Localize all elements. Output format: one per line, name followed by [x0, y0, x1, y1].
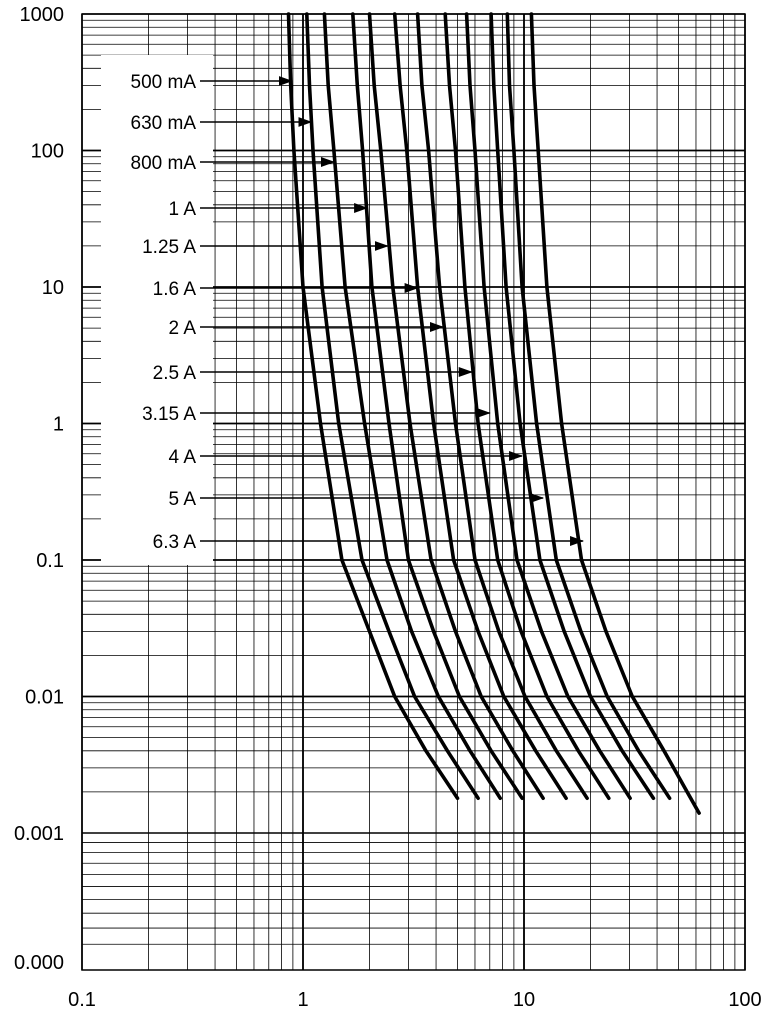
- fuse-curve-800mA: [322, 12, 503, 801]
- rating-label-box: [101, 55, 213, 565]
- fuse-curve-1A: [350, 12, 524, 801]
- x-tick-labels: 0.1 1 10 100: [68, 989, 762, 1011]
- y-tick-label: 100: [31, 141, 64, 163]
- x-tick-label: 1: [297, 989, 308, 1011]
- y-tick-label: 0.01: [25, 687, 64, 709]
- annotation-1_25A: 1.25 A: [142, 237, 389, 258]
- y-tick-label: 0.000: [14, 952, 64, 974]
- annotation-4A: 4 A: [169, 447, 524, 468]
- annotation-label: 4 A: [169, 447, 197, 468]
- annotation-label: 2.5 A: [153, 363, 197, 384]
- fuse-curve-1_6A: [392, 12, 568, 801]
- fuse-curve-500mA: [286, 12, 460, 801]
- annotation-label: 500 mA: [131, 72, 197, 93]
- annotation-label: 1.6 A: [153, 279, 197, 300]
- fuse-curve-2_5A: [443, 12, 611, 801]
- annotation-label: 800 mA: [131, 153, 197, 174]
- y-tick-label: 0.001: [14, 823, 64, 845]
- annotation-2_5A: 2.5 A: [153, 363, 473, 384]
- annotation-label: 6.3 A: [153, 532, 197, 553]
- fuse-curve-3_15A: [464, 12, 632, 801]
- fuse-curve-6_3A: [529, 12, 701, 815]
- y-tick-label: 1000: [20, 4, 65, 26]
- y-tick-labels: 1000 100 10 1 0.1 0.01 0.001 0.000: [14, 4, 64, 974]
- annotation-500mA: 500 mA: [131, 72, 293, 93]
- annotation-label: 1.25 A: [142, 237, 196, 258]
- annotation-630mA: 630 mA: [131, 113, 313, 134]
- x-tick-label: 0.1: [68, 989, 96, 1011]
- y-tick-label: 1: [53, 414, 64, 436]
- x-tick-label: 100: [728, 989, 761, 1011]
- plot-border: [81, 13, 746, 971]
- rating-annotations: 500 mA 630 mA 800 mA 1 A 1.25 A 1.6 A 2 A 2.5 A…: [131, 72, 585, 553]
- fuse-curve-1_25A: [367, 12, 545, 801]
- fuse-curve-2A: [415, 12, 589, 801]
- annotation-1A: 1 A: [169, 199, 369, 220]
- label-box-background: [101, 55, 213, 565]
- annotation-label: 3.15 A: [142, 404, 196, 425]
- annotation-3_15A: 3.15 A: [142, 404, 491, 425]
- annotation-5A: 5 A: [169, 489, 545, 510]
- annotation-1_6A: 1.6 A: [153, 279, 419, 300]
- fuse-curve-4A: [489, 12, 656, 801]
- x-tick-label: 10: [513, 989, 535, 1011]
- annotation-800mA: 800 mA: [131, 153, 335, 174]
- annotation-label: 630 mA: [131, 113, 197, 134]
- annotation-label: 1 A: [169, 199, 197, 220]
- annotation-label: 2 A: [169, 318, 197, 339]
- annotation-2A: 2 A: [169, 318, 444, 339]
- annotation-label: 5 A: [169, 489, 197, 510]
- y-tick-label: 0.1: [36, 550, 64, 572]
- fuse-curve-5A: [505, 12, 672, 801]
- y-tick-label: 10: [42, 277, 64, 299]
- annotation-6_3A: 6.3 A: [153, 532, 585, 553]
